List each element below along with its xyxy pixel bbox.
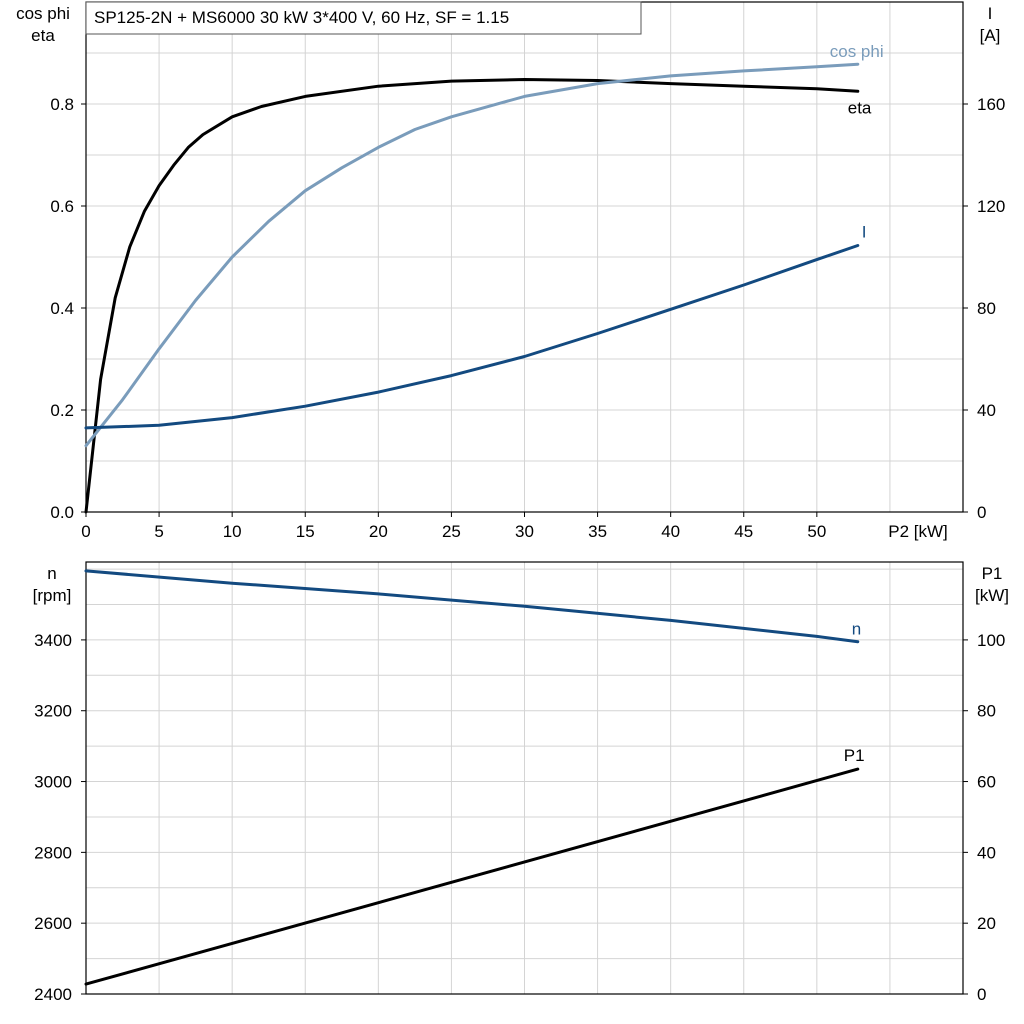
top-left-tick-label: 0.6: [50, 197, 74, 216]
top-chart-grid: [86, 1, 963, 512]
series-label-eta: eta: [848, 98, 872, 117]
bottom-right-axis-label-1: P1: [982, 564, 1003, 583]
bottom-right-tick-label: 40: [977, 843, 996, 862]
x-tick-label: 50: [807, 522, 826, 541]
bottom-left-axis-label-1: n: [47, 564, 56, 583]
x-tick-label: 30: [515, 522, 534, 541]
x-axis-label: P2 [kW]: [888, 522, 948, 541]
x-tick-label: 40: [661, 522, 680, 541]
bottom-y-ticks-left: 2400 2600 2800 3000 3200 3400: [34, 631, 86, 1004]
series-line-n: [84, 569, 860, 644]
chart-title: SP125-2N + MS6000 30 kW 3*400 V, 60 Hz, …: [94, 8, 509, 27]
x-tick-label: 0: [81, 522, 90, 541]
top-left-tick-label: 0.4: [50, 299, 74, 318]
x-tick-label: 25: [442, 522, 461, 541]
bottom-right-axis-label-2: [kW]: [975, 586, 1009, 605]
bottom-series-group: n P1: [84, 569, 865, 986]
x-tick-label: 20: [369, 522, 388, 541]
bottom-y-ticks-right: 0 20 40 60 80 100: [963, 631, 1005, 1004]
top-right-tick-label: 120: [977, 197, 1005, 216]
top-left-tick-label: 0.0: [50, 503, 74, 522]
bottom-left-axis-label-2: [rpm]: [33, 586, 72, 605]
top-y-ticks-right: 0 40 80 120 160: [963, 95, 1005, 522]
bottom-left-tick-label: 2600: [34, 914, 72, 933]
x-tick-label: 5: [154, 522, 163, 541]
bottom-chart-frame: [85, 561, 964, 995]
series-line-i: [84, 244, 860, 430]
bottom-left-tick-label: 3000: [34, 773, 72, 792]
series-line-cos-phi: [84, 62, 860, 448]
top-right-axis-label-1: I: [988, 4, 993, 23]
top-left-axis-label-1: cos phi: [16, 4, 70, 23]
top-left-tick-label: 0.2: [50, 401, 74, 420]
x-tick-label: 15: [296, 522, 315, 541]
bottom-left-tick-label: 3400: [34, 631, 72, 650]
top-y-ticks-left: 0.0 0.2 0.4 0.6 0.8: [50, 95, 86, 522]
bottom-left-tick-label: 2400: [34, 985, 72, 1004]
bottom-chart-grid: [86, 562, 963, 994]
top-right-axis-label-2: [A]: [980, 26, 1001, 45]
x-tick-label: 45: [734, 522, 753, 541]
series-label-cos-phi: cos phi: [830, 42, 884, 61]
top-series-group: eta cos phi I: [84, 42, 884, 514]
top-right-tick-label: 0: [977, 503, 986, 522]
title-box: [85, 1, 642, 35]
x-tick-label: 35: [588, 522, 607, 541]
series-label-n: n: [852, 620, 861, 639]
top-left-tick-label: 0.8: [50, 95, 74, 114]
x-tick-label: 10: [223, 522, 242, 541]
top-x-ticks: 0 5 10 15 20 25 30 35 40 45 50: [81, 512, 826, 541]
top-left-axis-label-2: eta: [31, 26, 55, 45]
bottom-right-tick-label: 100: [977, 631, 1005, 650]
series-line-p1: [84, 767, 860, 986]
bottom-right-tick-label: 60: [977, 773, 996, 792]
top-right-tick-label: 40: [977, 401, 996, 420]
bottom-right-tick-label: 0: [977, 985, 986, 1004]
bottom-right-tick-label: 20: [977, 914, 996, 933]
bottom-right-tick-label: 80: [977, 702, 996, 721]
series-label-i: I: [862, 223, 867, 242]
bottom-left-tick-label: 3200: [34, 702, 72, 721]
series-line-eta: [84, 78, 860, 514]
series-label-p1: P1: [844, 746, 865, 765]
top-right-tick-label: 80: [977, 299, 996, 318]
bottom-left-tick-label: 2800: [34, 843, 72, 862]
top-right-tick-label: 160: [977, 95, 1005, 114]
